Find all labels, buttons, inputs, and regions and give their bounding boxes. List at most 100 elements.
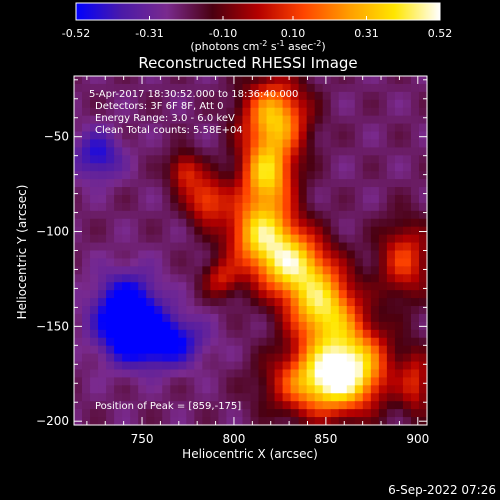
heatmap-cell — [298, 131, 308, 141]
heatmap-cell — [202, 218, 211, 228]
heatmap-cell — [362, 401, 372, 410]
heatmap-cell — [170, 329, 179, 339]
heatmap-cell — [410, 417, 420, 426]
heatmap-cell — [162, 329, 171, 339]
heatmap-cell — [394, 163, 404, 172]
heatmap-cell — [162, 187, 171, 196]
heatmap-cell — [330, 163, 340, 172]
heatmap-cell — [98, 298, 107, 307]
heatmap-cell — [370, 409, 380, 418]
heatmap-cell — [250, 274, 260, 283]
heatmap-cell — [218, 226, 228, 236]
heatmap-cell — [194, 131, 203, 141]
heatmap-cell — [90, 250, 99, 260]
heatmap-cell — [354, 171, 364, 180]
heatmap-cell — [170, 306, 179, 315]
heatmap-cell — [274, 179, 284, 188]
heatmap-cell — [330, 250, 340, 260]
heatmap-cell — [394, 107, 404, 117]
heatmap-cell — [90, 202, 99, 212]
heatmap-cell — [98, 377, 107, 386]
heatmap-cell — [202, 329, 211, 339]
heatmap-cell — [410, 274, 420, 283]
heatmap-cell — [402, 282, 412, 291]
heatmap-cell — [154, 107, 163, 117]
heatmap-cell — [338, 91, 348, 101]
heatmap-cell — [122, 202, 131, 212]
heatmap-cell — [290, 107, 300, 117]
heatmap-cell — [354, 76, 364, 85]
y-axis-ticks: −50−100−150−200 — [36, 79, 427, 428]
heatmap-cell — [266, 202, 276, 212]
heatmap-cell — [114, 274, 123, 283]
heatmap-cell — [290, 282, 300, 291]
heatmap-cell — [170, 115, 179, 125]
heatmap-cell — [282, 337, 292, 347]
heatmap-cell — [418, 250, 428, 260]
heatmap-cell — [130, 83, 139, 93]
heatmap-cell — [298, 218, 308, 228]
heatmap-cell — [106, 321, 115, 331]
heatmap-cell — [298, 163, 308, 172]
heatmap-cell — [370, 361, 380, 371]
heatmap-cell — [138, 155, 147, 164]
heatmap-cell — [90, 282, 99, 291]
heatmap-cell — [322, 321, 332, 331]
heatmap-cell — [234, 115, 244, 125]
heatmap-cell — [82, 91, 91, 101]
heatmap-cell — [226, 409, 236, 418]
heatmap-cell — [218, 401, 228, 410]
heatmap-cell — [210, 115, 220, 125]
heatmap-cell — [138, 139, 147, 148]
heatmap-cell — [298, 353, 308, 363]
heatmap-cell — [226, 83, 236, 93]
heatmap-cell — [178, 266, 187, 275]
heatmap-cell — [114, 258, 123, 267]
heatmap-cell — [402, 369, 412, 379]
heatmap-cell — [282, 321, 292, 331]
heatmap-cell — [210, 306, 220, 315]
heatmap-cell — [162, 99, 171, 109]
heatmap-cell — [218, 250, 228, 260]
heatmap-cell — [242, 409, 252, 418]
heatmap-cell — [122, 417, 131, 426]
heatmap-cell — [194, 115, 203, 125]
heatmap-cell — [234, 131, 244, 141]
heatmap-cell — [322, 179, 332, 188]
heatmap-cell — [354, 361, 364, 371]
heatmap-cell — [258, 171, 268, 180]
heatmap-cell — [402, 242, 412, 252]
heatmap-cell — [354, 163, 364, 172]
heatmap-cell — [394, 234, 404, 244]
heatmap-cell — [354, 202, 364, 212]
heatmap-cell — [90, 171, 99, 180]
heatmap-cell — [218, 361, 228, 371]
heatmap-cell — [266, 210, 276, 220]
heatmap-cell — [202, 99, 211, 109]
heatmap-cell — [98, 258, 107, 267]
heatmap-cell — [162, 179, 171, 188]
heatmap-cell — [130, 91, 139, 101]
heatmap-cell — [258, 242, 268, 252]
heatmap-cell — [154, 417, 163, 426]
heatmap-cell — [74, 139, 83, 148]
heatmap-cell — [130, 258, 139, 267]
heatmap-cell — [394, 115, 404, 125]
heatmap-cell — [162, 115, 171, 125]
heatmap-cell — [354, 147, 364, 156]
heatmap-cell — [210, 202, 220, 212]
heatmap-cell — [106, 202, 115, 212]
heatmap-cell — [162, 290, 171, 299]
heatmap-cell — [98, 147, 107, 156]
heatmap-cell — [154, 361, 163, 371]
heatmap-cell — [114, 306, 123, 315]
heatmap-cell — [122, 306, 131, 315]
heatmap-cell — [226, 369, 236, 379]
heatmap-cell — [250, 298, 260, 307]
heatmap-cell — [226, 210, 236, 220]
heatmap-cell — [114, 369, 123, 379]
heatmap-cell — [122, 187, 131, 196]
heatmap-cell — [274, 131, 284, 141]
heatmap-cell — [298, 242, 308, 252]
heatmap-cell — [154, 139, 163, 148]
